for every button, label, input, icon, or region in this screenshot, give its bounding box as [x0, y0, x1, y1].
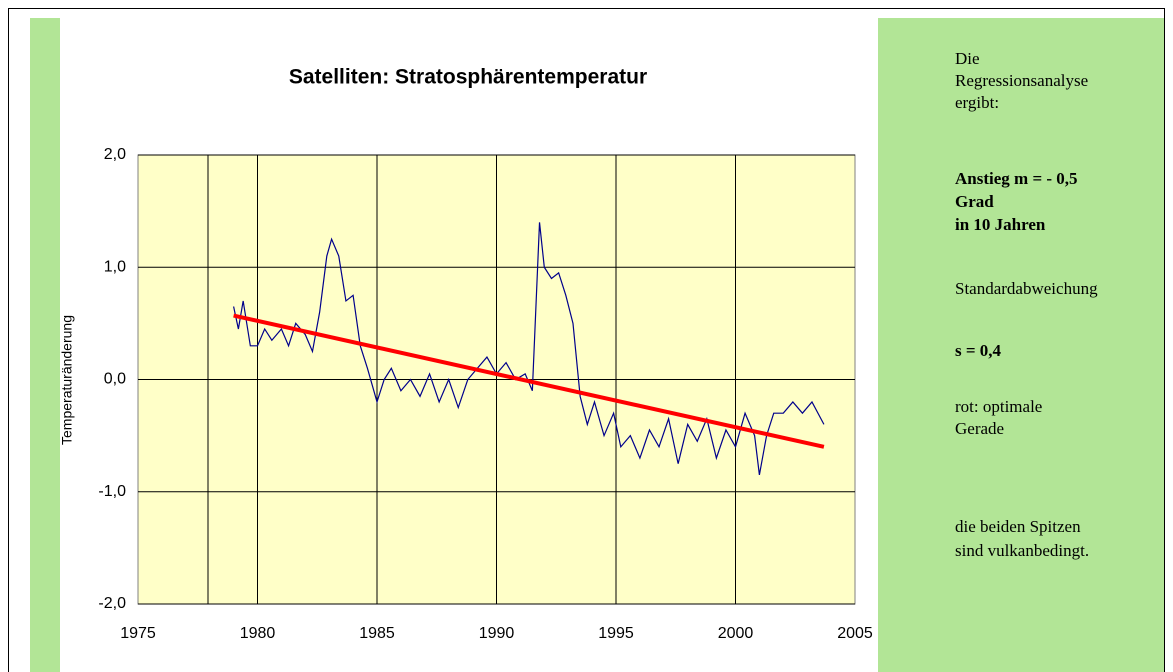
frame — [8, 8, 1165, 672]
y-tick-label: 0,0 — [104, 371, 126, 388]
x-tick-label: 2005 — [837, 625, 873, 642]
y-tick-label: 2,0 — [104, 146, 126, 163]
sidebar-text: s = 0,4 — [955, 341, 1002, 360]
sidebar-text: rot: optimale — [955, 397, 1042, 416]
y-tick-label: 1,0 — [104, 258, 126, 275]
x-tick-label: 1985 — [359, 625, 395, 642]
sidebar-text: in 10 Jahren — [955, 215, 1046, 234]
sidebar-text: die beiden Spitzen — [955, 517, 1081, 536]
y-axis-label: Temperaturänderung — [59, 315, 75, 445]
sidebar-text: Grad — [955, 192, 994, 211]
sidebar-text: Gerade — [955, 419, 1004, 438]
sidebar-text: Standardabweichung — [955, 279, 1098, 298]
sidebar-text: Anstieg m = - 0,5 — [955, 169, 1078, 188]
chart-title: Satelliten: Stratosphärentemperatur — [289, 66, 647, 89]
x-tick-label: 2000 — [718, 625, 754, 642]
sidebar-text: Die — [955, 49, 980, 68]
y-tick-label: -1,0 — [98, 483, 126, 500]
x-tick-label: 1975 — [120, 625, 156, 642]
sidebar-text: ergibt: — [955, 93, 999, 112]
x-tick-label: 1995 — [598, 625, 634, 642]
trend-line — [233, 313, 825, 449]
y-tick-label: -2,0 — [98, 595, 126, 612]
sidebar-text: sind vulkanbedingt. — [955, 541, 1089, 560]
sidebar-text: Regressionsanalyse — [955, 71, 1088, 90]
x-tick-label: 1980 — [240, 625, 276, 642]
data-line — [233, 222, 825, 476]
x-tick-label: 1990 — [479, 625, 515, 642]
